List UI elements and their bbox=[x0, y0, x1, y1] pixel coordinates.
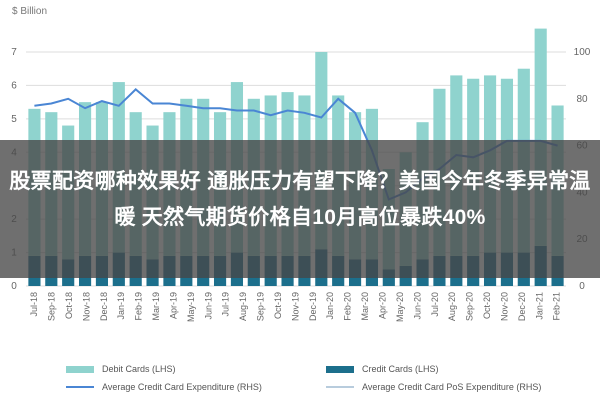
legend-swatch-avg-credit-expenditure bbox=[66, 386, 94, 388]
x-tick-label: Nov-19 bbox=[290, 292, 300, 321]
x-tick-label: Feb-20 bbox=[343, 292, 353, 321]
x-tick-label: Nov-20 bbox=[499, 292, 509, 321]
legend-swatch-credit bbox=[326, 365, 354, 373]
legend-swatch-debit bbox=[66, 365, 94, 373]
x-tick-label: Jan-21 bbox=[534, 292, 544, 320]
headline-text[interactable]: 股票配资哪种效果好 通胀压力有望下降？美国今年冬季异常温暖 天然气期货价格自10… bbox=[9, 170, 591, 229]
x-tick-label: Apr-20 bbox=[377, 292, 387, 319]
x-tick-label: Jan-19 bbox=[116, 292, 126, 320]
legend-item-credit: Credit Cards (LHS) bbox=[326, 364, 439, 374]
left-tick-label: 0 bbox=[11, 281, 17, 292]
x-tick-label: Jul-20 bbox=[430, 292, 440, 317]
x-tick-label: Dec-20 bbox=[517, 292, 527, 321]
x-axis-ticks: Jul-18 Sep-18 Oct-18 Nov-18 Dec-18 Jan-19 Feb-… bbox=[29, 292, 562, 322]
x-tick-label: Sep-20 bbox=[465, 292, 475, 321]
headline-banner bbox=[0, 140, 600, 278]
x-tick-label: Aug-20 bbox=[447, 292, 457, 321]
left-axis-unit-label: $ Billion bbox=[12, 6, 48, 17]
right-tick-label: 80 bbox=[576, 94, 588, 105]
x-tick-label: Feb-21 bbox=[552, 292, 562, 321]
x-tick-label: Sep-19 bbox=[256, 292, 266, 321]
x-tick-label: Sep-18 bbox=[46, 292, 56, 321]
right-tick-label: 0 bbox=[579, 281, 585, 292]
x-tick-label: Dec-19 bbox=[308, 292, 318, 321]
x-tick-label: May-20 bbox=[395, 292, 405, 322]
x-tick-label: Oct-18 bbox=[64, 292, 74, 319]
x-tick-label: Dec-18 bbox=[99, 292, 109, 321]
x-tick-label: Apr-19 bbox=[168, 292, 178, 319]
x-tick-label: Jul-18 bbox=[29, 292, 39, 317]
x-tick-label: Jul-19 bbox=[221, 292, 231, 317]
x-tick-label: Feb-19 bbox=[134, 292, 144, 321]
x-tick-label: Jun-19 bbox=[203, 292, 213, 320]
legend-item-debit: Debit Cards (LHS) bbox=[66, 364, 176, 374]
x-tick-label: Aug-19 bbox=[238, 292, 248, 321]
x-tick-label: Jan-20 bbox=[325, 292, 335, 320]
legend-label-debit: Debit Cards (LHS) bbox=[102, 364, 176, 374]
x-tick-label: Oct-20 bbox=[482, 292, 492, 319]
left-tick-label: 5 bbox=[11, 114, 17, 125]
x-tick-label: Nov-18 bbox=[81, 292, 91, 321]
x-tick-label: Mar-20 bbox=[360, 292, 370, 321]
legend-item-avg-credit-expenditure: Average Credit Card Expenditure (RHS) bbox=[66, 382, 262, 392]
right-tick-label: 100 bbox=[574, 47, 591, 58]
x-tick-label: Jun-20 bbox=[412, 292, 422, 320]
left-tick-label: 6 bbox=[11, 80, 17, 91]
legend-label-avg-credit-expenditure: Average Credit Card Expenditure (RHS) bbox=[102, 382, 262, 392]
x-tick-label: Mar-19 bbox=[151, 292, 161, 321]
left-tick-label: 7 bbox=[11, 47, 17, 58]
x-tick-label: May-19 bbox=[186, 292, 196, 322]
legend-label-credit: Credit Cards (LHS) bbox=[362, 364, 439, 374]
legend-label-avg-pos-expenditure: Average Credit Card PoS Expenditure (RHS… bbox=[362, 382, 542, 392]
legend-swatch-avg-pos-expenditure bbox=[326, 386, 354, 388]
legend-item-avg-pos-expenditure: Average Credit Card PoS Expenditure (RHS… bbox=[326, 382, 541, 392]
legend: Debit Cards (LHS) Credit Cards (LHS) Ave… bbox=[0, 356, 600, 400]
x-tick-label: Oct-19 bbox=[273, 292, 283, 319]
